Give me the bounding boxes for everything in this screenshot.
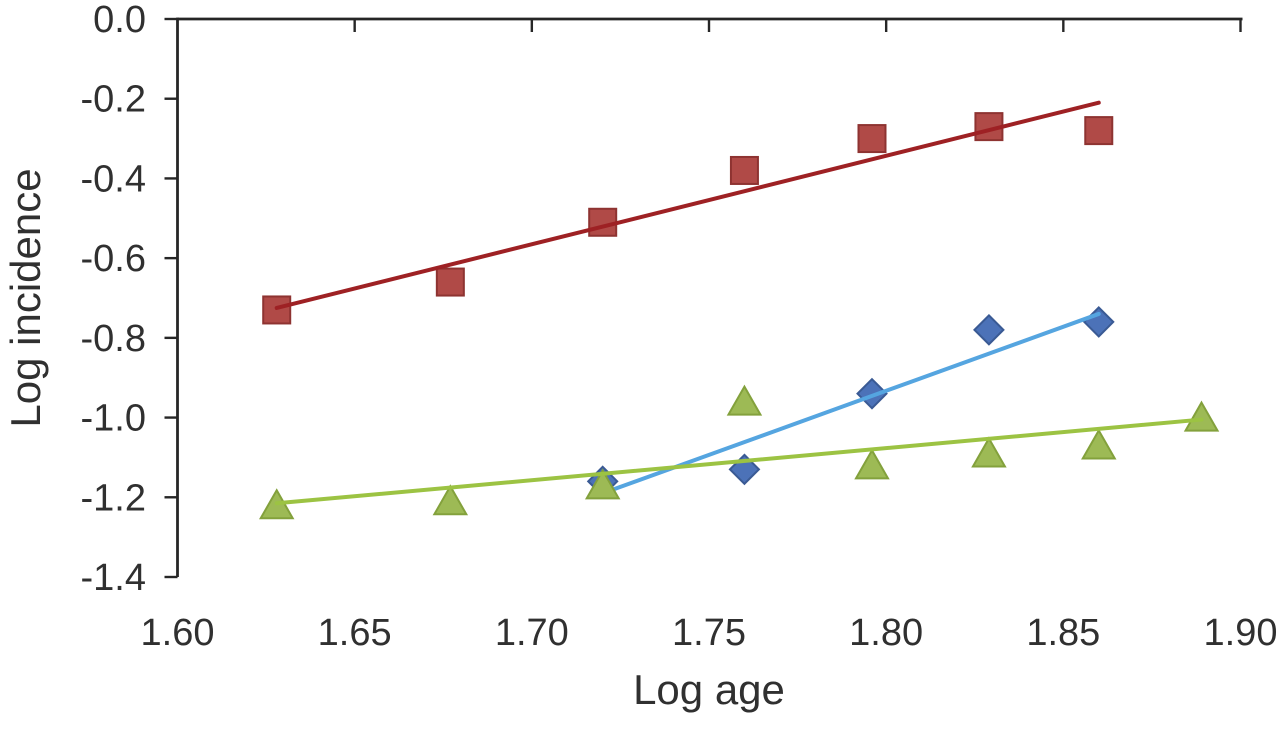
y-tick-label: -1.4: [81, 557, 146, 599]
green-triangles-marker: [1081, 428, 1117, 460]
y-tick-label: -0.2: [81, 79, 146, 121]
green-triangles-marker: [726, 384, 763, 416]
y-tick-label: 0.0: [93, 0, 146, 41]
x-axis-title: Log age: [633, 666, 785, 713]
green-triangles-marker: [971, 436, 1007, 468]
x-tick-label: 1.85: [1026, 612, 1100, 654]
red-squares-marker: [857, 124, 887, 154]
x-tick-label: 1.70: [495, 612, 569, 654]
blue-diamonds-trendline: [600, 311, 1101, 496]
y-tick-label: -1.0: [81, 398, 146, 440]
blue-diamonds-marker: [973, 313, 1005, 346]
blue-diamonds-marker: [856, 377, 888, 410]
x-tick-label: 1.65: [318, 612, 392, 654]
green-triangles-trendline: [274, 417, 1204, 506]
y-tick-label: -1.2: [81, 477, 146, 519]
x-tick-label: 1.75: [672, 612, 746, 654]
red-squares-marker: [435, 267, 465, 297]
x-tick-label: 1.80: [849, 612, 923, 654]
y-tick-label: -0.6: [81, 238, 146, 280]
red-squares-marker: [729, 155, 759, 185]
red-squares-trendline: [274, 100, 1101, 310]
green-triangles-marker: [432, 484, 469, 516]
x-tick-label: 1.90: [1204, 612, 1278, 654]
blue-diamonds-marker: [1082, 305, 1115, 338]
y-tick-label: -0.4: [81, 158, 146, 200]
y-tick-label: -0.8: [81, 318, 146, 360]
green-triangles-marker: [584, 468, 621, 500]
red-squares-marker: [1084, 116, 1114, 146]
green-triangles-marker: [854, 448, 890, 480]
green-triangles-marker: [1183, 400, 1220, 432]
x-tick-label: 1.60: [141, 612, 215, 654]
y-axis-title: Log incidence: [2, 168, 49, 428]
